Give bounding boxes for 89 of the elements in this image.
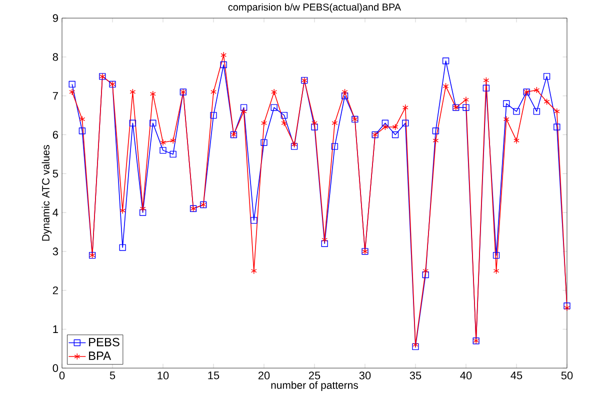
point [130, 88, 136, 96]
x-tick-label: 0 [59, 372, 65, 380]
legend-label: PEBS [89, 338, 120, 346]
point [392, 124, 398, 130]
point [261, 120, 267, 126]
point [513, 108, 520, 115]
point [79, 116, 86, 123]
point [119, 244, 126, 251]
point [554, 124, 560, 130]
x-tick-label: 30 [359, 372, 371, 380]
y-tick-label: 0 [52, 364, 58, 372]
point [482, 84, 490, 92]
point [402, 104, 408, 111]
point [492, 252, 500, 259]
y-tick-label: 4 [52, 208, 58, 216]
y-tick-label: 3 [52, 248, 58, 256]
point [382, 124, 388, 130]
y-tick-label: 6 [52, 130, 58, 139]
y-tick-label: 7 [52, 92, 58, 100]
point [69, 88, 76, 96]
point [129, 120, 136, 126]
point [160, 139, 166, 146]
y-axis-title: Dynamic ATC values [42, 145, 52, 241]
point [341, 92, 348, 100]
point [139, 209, 146, 216]
point [260, 139, 268, 146]
point [150, 120, 156, 126]
x-tick-label: 25 [308, 372, 320, 380]
point [543, 73, 550, 80]
y-tick-label: 2 [52, 286, 58, 294]
point [78, 128, 86, 134]
point [382, 120, 389, 126]
point [544, 98, 550, 106]
x-tick-label: 35 [410, 372, 422, 380]
point [392, 131, 399, 138]
point [240, 104, 248, 111]
point [422, 271, 429, 278]
point [463, 96, 469, 104]
point [140, 205, 146, 212]
point [271, 88, 278, 96]
point [442, 82, 449, 90]
point [170, 150, 176, 158]
point [68, 80, 76, 88]
point [462, 104, 470, 111]
point [270, 104, 278, 111]
x-tick-label: 40 [460, 372, 472, 380]
point [170, 137, 176, 144]
point [483, 76, 490, 84]
point [210, 112, 217, 119]
point [554, 108, 560, 115]
point [332, 120, 338, 126]
x-tick-label: 45 [510, 372, 522, 380]
x-tick-label: 15 [208, 372, 220, 380]
point [220, 61, 227, 68]
y-tick-label: 1 [53, 325, 58, 333]
point [402, 120, 409, 126]
point [281, 120, 288, 126]
point [533, 108, 540, 115]
y-tick-label: 9 [52, 14, 58, 22]
point [280, 112, 288, 119]
point [432, 128, 440, 134]
point [210, 88, 216, 96]
point [503, 100, 510, 107]
point [312, 120, 318, 126]
y-tick-label: 5 [52, 170, 58, 178]
legend-label: BPA [89, 352, 112, 360]
point [493, 267, 500, 274]
point [331, 143, 338, 150]
x-tick-label: 10 [158, 372, 169, 380]
x-tick-label: 5 [110, 372, 116, 380]
point [220, 52, 227, 58]
y-tick-label: 8 [52, 53, 58, 61]
point [422, 267, 429, 274]
point [342, 88, 348, 96]
point [250, 216, 258, 224]
x-tick-label: 20 [258, 372, 270, 380]
point [503, 116, 510, 123]
point [442, 58, 450, 64]
point [250, 267, 257, 274]
point [321, 240, 328, 247]
point [432, 137, 439, 144]
point [534, 86, 540, 94]
point [311, 124, 318, 130]
x-tick-label: 50 [561, 372, 573, 380]
x-axis-title: number of patterns [271, 381, 358, 391]
point [240, 108, 247, 115]
point [160, 146, 166, 154]
chart-title: comparision b/w PEBS(actual)and BPA [228, 3, 402, 13]
point [514, 137, 520, 144]
